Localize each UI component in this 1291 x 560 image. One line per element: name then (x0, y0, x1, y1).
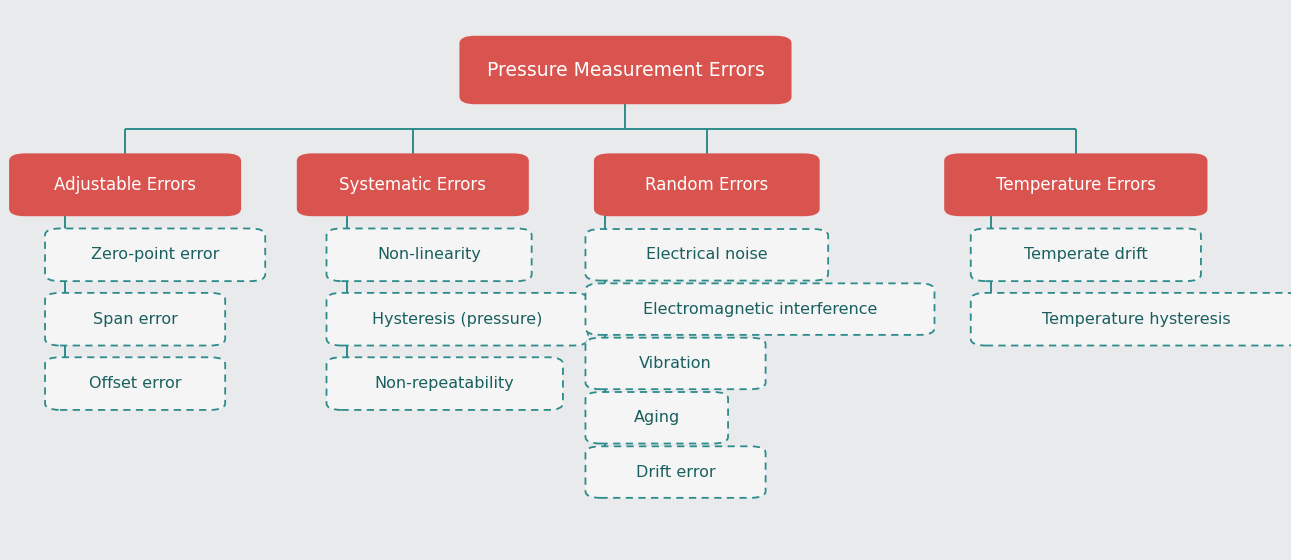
FancyBboxPatch shape (945, 155, 1207, 216)
FancyBboxPatch shape (585, 338, 766, 389)
Text: Random Errors: Random Errors (646, 176, 768, 194)
Text: Systematic Errors: Systematic Errors (340, 176, 487, 194)
FancyBboxPatch shape (585, 446, 766, 498)
FancyBboxPatch shape (585, 229, 828, 281)
Text: Temperate drift: Temperate drift (1024, 248, 1148, 262)
Text: Non-repeatability: Non-repeatability (374, 376, 515, 391)
Text: Non-linearity: Non-linearity (377, 248, 482, 262)
FancyBboxPatch shape (327, 357, 563, 410)
Text: Electrical noise: Electrical noise (646, 248, 768, 262)
FancyBboxPatch shape (595, 155, 818, 216)
FancyBboxPatch shape (585, 392, 728, 444)
FancyBboxPatch shape (298, 155, 528, 216)
Text: Temperature Errors: Temperature Errors (995, 176, 1155, 194)
FancyBboxPatch shape (327, 228, 532, 281)
FancyBboxPatch shape (327, 293, 587, 346)
FancyBboxPatch shape (45, 357, 225, 410)
Text: Span error: Span error (93, 312, 178, 326)
Text: Aging: Aging (634, 410, 680, 425)
FancyBboxPatch shape (10, 155, 240, 216)
FancyBboxPatch shape (971, 293, 1291, 346)
Text: Electromagnetic interference: Electromagnetic interference (643, 302, 877, 316)
FancyBboxPatch shape (585, 283, 935, 335)
Text: Offset error: Offset error (89, 376, 181, 391)
FancyBboxPatch shape (971, 228, 1201, 281)
Text: Zero-point error: Zero-point error (90, 248, 219, 262)
FancyBboxPatch shape (45, 293, 225, 346)
Text: Hysteresis (pressure): Hysteresis (pressure) (372, 312, 542, 326)
FancyBboxPatch shape (461, 37, 790, 104)
FancyBboxPatch shape (45, 228, 265, 281)
Text: Vibration: Vibration (639, 356, 711, 371)
Text: Temperature hysteresis: Temperature hysteresis (1042, 312, 1230, 326)
Text: Adjustable Errors: Adjustable Errors (54, 176, 196, 194)
Text: Pressure Measurement Errors: Pressure Measurement Errors (487, 60, 764, 80)
Text: Drift error: Drift error (635, 465, 715, 479)
